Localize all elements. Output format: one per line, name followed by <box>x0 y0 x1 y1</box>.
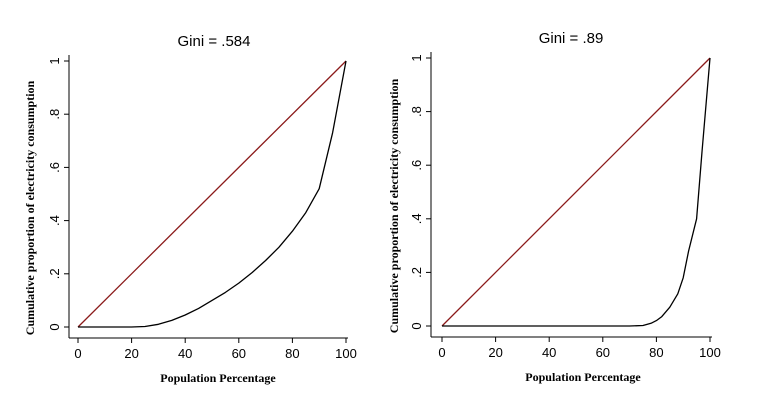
x-axis-label: Population Percentage <box>525 370 641 384</box>
x-tick-label: 20 <box>488 345 502 360</box>
chart-title: Gini = .89 <box>539 30 604 47</box>
lorenz-curve-line <box>442 57 711 327</box>
left-chart-panel: Gini = .584 Population Percentage Cumula… <box>23 33 357 385</box>
x-tick-label: 20 <box>124 346 138 361</box>
x-axis-label: Population Percentage <box>160 371 276 385</box>
y-tick-label: .6 <box>409 160 424 171</box>
x-tick-label: 40 <box>542 345 556 360</box>
x-tick-label: 60 <box>232 346 246 361</box>
x-tick-label: 0 <box>74 346 81 361</box>
y-tick-label: .6 <box>47 162 62 173</box>
equality-line <box>77 60 347 328</box>
y-tick-label: .4 <box>47 215 62 226</box>
x-tick-label: 100 <box>699 345 721 360</box>
right-chart-panel: Gini = .89 Population Percentage Cumulat… <box>387 30 721 384</box>
x-tick-label: 40 <box>178 346 192 361</box>
x-tick-label: 80 <box>285 346 299 361</box>
y-tick-label: 1 <box>47 57 62 64</box>
y-tick-label: .8 <box>47 109 62 120</box>
y-tick-label: 0 <box>47 323 62 330</box>
y-tick-label: 0 <box>409 322 424 329</box>
y-tick-label: .2 <box>409 267 424 278</box>
y-tick-label: .4 <box>409 213 424 224</box>
y-tick-label: 1 <box>409 54 424 61</box>
lorenz-curve-line <box>78 60 347 328</box>
x-tick-label: 60 <box>596 345 610 360</box>
x-tick-label: 100 <box>335 346 357 361</box>
chart-title: Gini = .584 <box>178 33 251 50</box>
x-tick-label: 80 <box>649 345 663 360</box>
y-tick-label: .2 <box>47 268 62 279</box>
y-axis-label: Cumulative proportion of electricity con… <box>387 78 401 333</box>
x-tick-label: 0 <box>438 345 445 360</box>
equality-line <box>441 57 711 327</box>
y-axis-label: Cumulative proportion of electricity con… <box>23 80 37 335</box>
y-tick-label: .8 <box>409 106 424 117</box>
